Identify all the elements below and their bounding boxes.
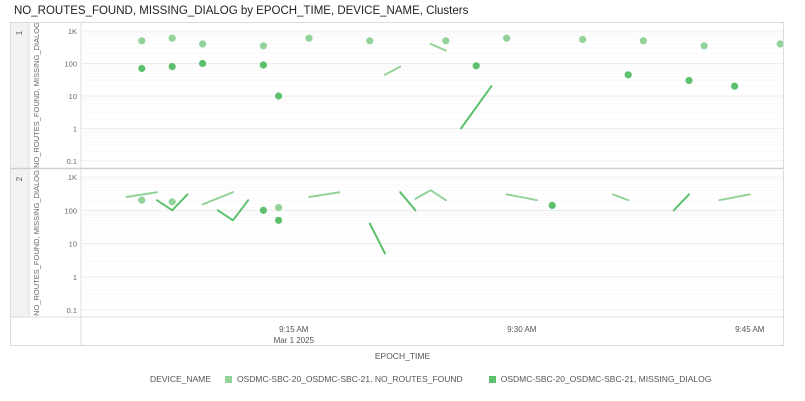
data-point[interactable] xyxy=(168,63,176,71)
legend-title: DEVICE_NAME xyxy=(150,374,211,384)
data-point[interactable] xyxy=(472,62,480,70)
data-point[interactable] xyxy=(259,61,267,69)
series-line-segment[interactable] xyxy=(672,193,690,212)
series-line-segment[interactable] xyxy=(460,85,493,130)
data-point[interactable] xyxy=(199,59,207,68)
series-line-segment[interactable] xyxy=(399,191,417,212)
series-line-segment[interactable] xyxy=(384,65,402,76)
data-point[interactable] xyxy=(579,35,587,43)
series-line-segment[interactable] xyxy=(125,191,158,198)
data-point[interactable] xyxy=(700,42,708,50)
data-point[interactable] xyxy=(138,37,146,45)
y-tick-label: 100 xyxy=(64,60,77,69)
data-point[interactable] xyxy=(548,201,556,209)
data-point[interactable] xyxy=(503,34,511,42)
chart-svg: 1 2 NO_ROUTES_FOUND, MISSING_DIALOG NO_R… xyxy=(11,22,784,345)
legend-item-no-routes-found[interactable]: OSDMC-SBC-20_OSDMC-SBC-21, NO_ROUTES_FOU… xyxy=(224,374,463,384)
panel-1-label: 1 xyxy=(15,30,24,35)
data-point[interactable] xyxy=(138,196,146,204)
y-tick-label: 1K xyxy=(68,27,77,36)
legend-swatch-dark xyxy=(488,375,496,383)
series-line-segment[interactable] xyxy=(429,42,447,52)
series-line-segment[interactable] xyxy=(368,222,386,255)
panel-2-strip xyxy=(11,169,29,317)
data-point[interactable] xyxy=(685,76,693,85)
y-tick-label: 1 xyxy=(73,273,77,282)
series-line-segment[interactable] xyxy=(201,191,234,206)
data-point[interactable] xyxy=(305,34,313,42)
panel-1-plot: 1K 100 10 1 0.1 xyxy=(64,27,784,166)
data-point[interactable] xyxy=(259,42,267,50)
legend: DEVICE_NAME OSDMC-SBC-20_OSDMC-SBC-21, N… xyxy=(150,374,737,384)
legend-swatch-light xyxy=(224,375,232,383)
legend-label: OSDMC-SBC-20_OSDMC-SBC-21, MISSING_DIALO… xyxy=(500,374,712,384)
panel-1-strip xyxy=(11,23,29,168)
y-tick-label: 10 xyxy=(69,240,77,249)
data-point[interactable] xyxy=(168,198,176,206)
x-tick-label: 9:15 AM xyxy=(279,325,309,334)
panel-2-plot: 1K 100 10 1 0.1 xyxy=(64,173,783,315)
data-point[interactable] xyxy=(138,64,146,73)
panel-1-ylabel: NO_ROUTES_FOUND, MISSING_DIALOG xyxy=(32,23,41,168)
chart-frame: 1 2 NO_ROUTES_FOUND, MISSING_DIALOG NO_R… xyxy=(10,22,784,346)
y-tick-label: 1K xyxy=(68,173,77,182)
y-tick-label: 100 xyxy=(64,206,77,215)
x-tick-label: 9:30 AM xyxy=(507,325,537,334)
data-point[interactable] xyxy=(442,37,450,45)
y-tick-label: 0.1 xyxy=(67,306,77,315)
legend-label: OSDMC-SBC-20_OSDMC-SBC-21, NO_ROUTES_FOU… xyxy=(236,374,463,384)
series-line-segment[interactable] xyxy=(156,193,189,212)
x-axis-title: EPOCH_TIME xyxy=(374,351,431,361)
series-line-segment[interactable] xyxy=(216,199,250,222)
data-point[interactable] xyxy=(199,40,207,48)
data-point[interactable] xyxy=(275,92,283,100)
series-line-segment[interactable] xyxy=(718,193,751,202)
panel-2-ylabel: NO_ROUTES_FOUND, MISSING_DIALOG xyxy=(32,170,41,316)
data-point[interactable] xyxy=(731,82,739,90)
data-point[interactable] xyxy=(366,37,374,45)
data-point[interactable] xyxy=(259,206,267,214)
series-line-segment[interactable] xyxy=(612,193,630,202)
series-line-segment[interactable] xyxy=(505,193,538,202)
y-tick-label: 10 xyxy=(69,92,77,101)
x-tick-label: 9:45 AM xyxy=(735,325,765,334)
series-no-routes-found xyxy=(138,34,784,76)
y-tick-label: 1 xyxy=(73,125,77,134)
data-point[interactable] xyxy=(776,40,784,48)
data-point[interactable] xyxy=(624,71,632,79)
x-date-label: Mar 1 2025 xyxy=(274,336,315,345)
series-missing-dialog xyxy=(156,191,690,255)
data-point[interactable] xyxy=(275,216,283,224)
chart-title: NO_ROUTES_FOUND, MISSING_DIALOG by EPOCH… xyxy=(14,5,469,17)
data-point[interactable] xyxy=(275,204,283,212)
series-missing-dialog xyxy=(138,59,739,130)
legend-item-missing-dialog[interactable]: OSDMC-SBC-20_OSDMC-SBC-21, MISSING_DIALO… xyxy=(488,374,712,384)
series-no-routes-found xyxy=(125,189,751,212)
series-line-segment[interactable] xyxy=(414,189,447,202)
y-tick-label: 0.1 xyxy=(67,157,77,166)
data-point[interactable] xyxy=(168,34,176,42)
series-line-segment[interactable] xyxy=(308,191,341,198)
data-point[interactable] xyxy=(639,37,648,45)
panel-2-label: 2 xyxy=(15,176,24,181)
